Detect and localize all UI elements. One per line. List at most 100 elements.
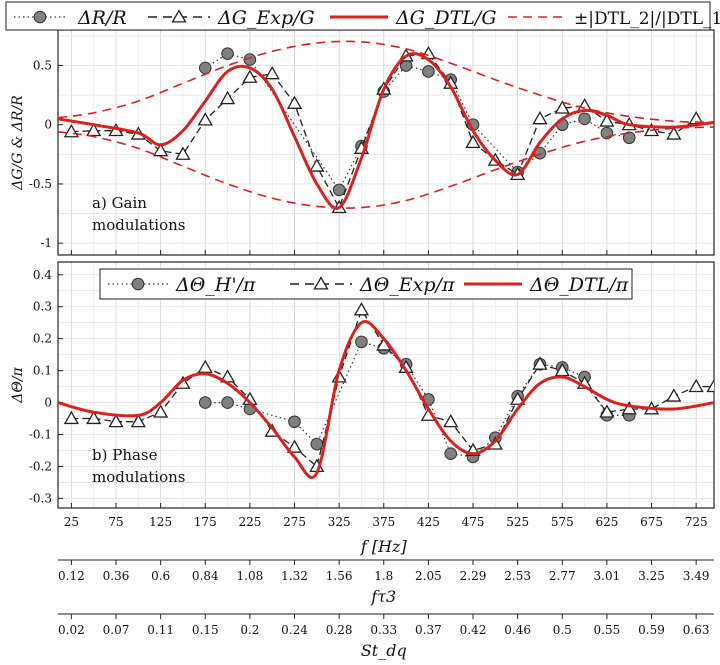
- x-tick-label-f_tau3: 3.49: [683, 569, 710, 583]
- grid: [58, 262, 719, 508]
- x-tick-label-f_tau3: 0.84: [192, 569, 219, 583]
- data-point-triangle: [353, 302, 370, 316]
- x-tick-label-st: 0.11: [147, 623, 174, 637]
- y-tick-label: -1: [40, 236, 52, 250]
- data-point-triangle: [599, 113, 615, 127]
- data-point-circle: [221, 396, 234, 409]
- panel-annotation: a) Gain modulations: [92, 194, 185, 234]
- annotation-line-1: b) Phase: [92, 446, 158, 464]
- x-tick-label-f_tau3: 1.56: [326, 569, 353, 583]
- data-point-triangle: [286, 95, 303, 109]
- x-tick-label-f_tau3: 3.25: [638, 569, 665, 583]
- x-tick-label-st: 0.46: [504, 623, 531, 637]
- x-tick-label-f_tau3: 1.32: [281, 569, 308, 583]
- data-point-triangle: [666, 126, 682, 140]
- x-tick-label-f: 675: [640, 515, 663, 529]
- x-tick-label-st: 0.02: [58, 623, 85, 637]
- data-point-triangle: [510, 391, 526, 405]
- legend-swatch-circle: [131, 277, 145, 291]
- x-axis-label-st: St_dq: [361, 641, 407, 660]
- y-tick-label: -0.5: [29, 177, 52, 191]
- x-tick-label-f: 375: [372, 515, 395, 529]
- series-dashed-triangles: [63, 302, 714, 472]
- legend-label: ΔG_DTL/G: [395, 7, 497, 29]
- x-tick-label-st: 0.42: [460, 623, 487, 637]
- legend-label: ΔΘ_Exp/π: [359, 274, 455, 296]
- data-point-circle: [622, 131, 636, 145]
- x-tick-label-f: 575: [551, 515, 574, 529]
- data-point-circle: [578, 112, 591, 126]
- data-point-triangle: [554, 100, 570, 114]
- x-tick-label-f: 425: [417, 515, 440, 529]
- plot-area: [58, 302, 714, 479]
- x-tick-label-f: 75: [108, 515, 123, 529]
- x-tick-label-f_tau3: 2.53: [504, 569, 531, 583]
- x-tick-label-f: 625: [595, 515, 618, 529]
- x-tick-label-f: 525: [506, 515, 529, 529]
- data-point-circle: [355, 335, 368, 349]
- grid: [58, 30, 719, 255]
- y-tick-label: 0: [44, 396, 52, 410]
- data-point-triangle: [309, 158, 325, 172]
- series-dashed-envelope: [58, 40, 714, 209]
- data-point-circle: [288, 415, 301, 429]
- x-tick-label-st: 0.28: [326, 623, 353, 637]
- data-point-circle: [332, 183, 346, 197]
- data-point-triangle: [532, 111, 548, 125]
- y-tick-label: 0: [44, 118, 52, 132]
- annotation-line-2: modulations: [92, 216, 185, 234]
- y-axis-label: ΔG/G & ΔR/R: [10, 95, 26, 191]
- data-point-circle: [444, 447, 458, 460]
- data-point-triangle: [264, 66, 280, 80]
- data-point-triangle: [153, 142, 169, 157]
- x-tick-label-f_tau3: 2.29: [460, 569, 487, 583]
- plot-area: [58, 40, 714, 214]
- legend-label: ΔΘ_DTL/π: [529, 274, 629, 296]
- legend-label: ±|DTL_2|/|DTL_1|: [574, 9, 720, 29]
- x-tick-label-f_tau3: 1.8: [374, 569, 393, 583]
- data-point-triangle: [197, 112, 213, 126]
- y-tick-label: -0.3: [29, 491, 52, 505]
- x-tick-label-st: 0.37: [415, 623, 442, 637]
- legend-label: ΔR/R: [77, 7, 127, 29]
- x-tick-label-f: 275: [283, 515, 306, 529]
- data-point-triangle: [153, 404, 169, 418]
- data-point-triangle: [688, 378, 704, 393]
- x-tick-label-st: 0.59: [638, 623, 665, 637]
- legend-label: ΔΘ_H'/π: [175, 274, 256, 296]
- x-tick-label-f: 125: [149, 515, 172, 529]
- x-tick-label-f: 25: [64, 515, 79, 529]
- legend-swatch-triangle: [313, 276, 329, 290]
- series-line-dtl: [58, 320, 714, 479]
- data-point-triangle: [666, 388, 682, 402]
- series-line-envelope-lower: [58, 126, 714, 209]
- panel-gain-modulations: -1 -0.5 0 0.5 ΔG/G & ΔR/R a) Gain modulations Δ…: [5, 1, 720, 256]
- legend-swatch-triangle: [171, 9, 187, 23]
- legend: ΔΘ_H'/π ΔΘ_Exp/π ΔΘ_DTL/π: [99, 268, 633, 300]
- y-tick-label: 0.1: [33, 364, 52, 378]
- x-tick-label-f: 475: [462, 515, 485, 529]
- annotation-line-1: a) Gain: [92, 194, 147, 212]
- panel-phase-modulations: -0.3 -0.2 -0.1 0 0.1 0.2 0.3 0.4 ΔΘ/π b) Phase mod…: [10, 261, 719, 509]
- x-tick-label-f_tau3: 3.01: [594, 569, 621, 583]
- x-axes: 25 75 125 175 225 275 325 375 425 475 525 575 625 675…: [58, 515, 714, 660]
- data-point-circle: [221, 47, 234, 60]
- x-tick-label-st: 0.63: [683, 623, 710, 637]
- x-tick-label-st: 0.33: [370, 623, 397, 637]
- x-axis-label-f: f [Hz]: [360, 537, 408, 556]
- x-tick-label-st: 0.2: [240, 623, 259, 637]
- data-point-triangle: [286, 439, 303, 453]
- legend: ΔR/R ΔG_Exp/G ΔG_DTL/G ±|DTL_2|/|DTL_1|: [5, 1, 720, 31]
- data-point-triangle: [86, 410, 102, 425]
- series-line-dtl: [58, 52, 714, 210]
- data-point-triangle: [63, 410, 80, 425]
- y-tick-label: 0.4: [33, 268, 52, 282]
- x-tick-label-st: 0.5: [553, 623, 572, 637]
- x-tick-label-f: 325: [328, 515, 351, 529]
- x-axis-label-f_tau3: fτ3: [370, 587, 396, 606]
- series-solid: [58, 52, 714, 210]
- data-point-triangle: [465, 134, 481, 149]
- x-tick-label-f_tau3: 1.08: [237, 569, 264, 583]
- data-point-triangle: [532, 356, 548, 370]
